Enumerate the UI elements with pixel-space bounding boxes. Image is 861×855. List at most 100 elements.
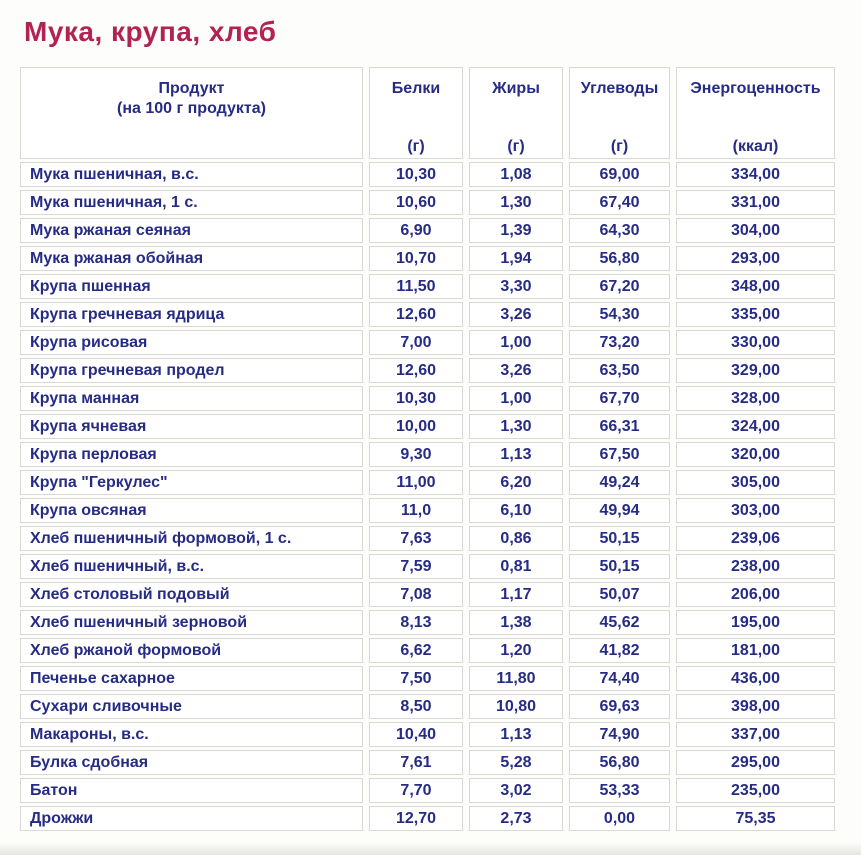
energy-value-cell: 235,00 [676, 778, 835, 803]
carbs-value-cell: 67,20 [569, 274, 670, 299]
protein-value-cell: 7,61 [369, 750, 463, 775]
energy-value-cell: 328,00 [676, 386, 835, 411]
protein-value-cell: 7,00 [369, 330, 463, 355]
table-row: Крупа ячневая 10,00 1,30 66,31 324,00 [20, 414, 835, 439]
table-row: Мука ржаная сеяная 6,90 1,39 64,30 304,0… [20, 218, 835, 243]
energy-value-cell: 330,00 [676, 330, 835, 355]
carbs-value-cell: 67,70 [569, 386, 670, 411]
fat-value-cell: 1,20 [469, 638, 563, 663]
table-row: Печенье сахарное 7,50 11,80 74,40 436,00 [20, 666, 835, 691]
column-header-fat-unit: (г) [507, 138, 525, 155]
energy-value-cell: 320,00 [676, 442, 835, 467]
carbs-value-cell: 67,50 [569, 442, 670, 467]
energy-value-cell: 238,00 [676, 554, 835, 579]
protein-value-cell: 10,60 [369, 190, 463, 215]
carbs-value-cell: 56,80 [569, 246, 670, 271]
carbs-value-cell: 74,90 [569, 722, 670, 747]
product-name-cell: Крупа овсяная [20, 498, 363, 523]
energy-value-cell: 75,35 [676, 806, 835, 831]
fat-value-cell: 6,10 [469, 498, 563, 523]
column-header-energy-label: Энергоценность [690, 80, 821, 97]
protein-value-cell: 12,60 [369, 358, 463, 383]
energy-value-cell: 181,00 [676, 638, 835, 663]
product-name-cell: Крупа гречневая продел [20, 358, 363, 383]
table-row: Крупа гречневая ядрица 12,60 3,26 54,30 … [20, 302, 835, 327]
fat-value-cell: 3,02 [469, 778, 563, 803]
scan-edge-shade [0, 842, 861, 855]
carbs-value-cell: 63,50 [569, 358, 670, 383]
table-row: Хлеб пшеничный формовой, 1 с. 7,63 0,86 … [20, 526, 835, 551]
fat-value-cell: 1,13 [469, 722, 563, 747]
carbs-value-cell: 69,00 [569, 162, 670, 187]
table-body: Мука пшеничная, в.с. 10,30 1,08 69,00 33… [20, 162, 835, 831]
fat-value-cell: 0,86 [469, 526, 563, 551]
carbs-value-cell: 67,40 [569, 190, 670, 215]
fat-value-cell: 5,28 [469, 750, 563, 775]
page-title: Мука, крупа, хлеб [24, 16, 277, 47]
product-name-cell: Хлеб пшеничный зерновой [20, 610, 363, 635]
product-name-cell: Мука пшеничная, в.с. [20, 162, 363, 187]
column-header-protein: Белки (г) [369, 67, 463, 159]
carbs-value-cell: 69,63 [569, 694, 670, 719]
column-header-product: Продукт (на 100 г продукта) [20, 67, 363, 159]
protein-value-cell: 7,63 [369, 526, 463, 551]
product-name-cell: Хлеб столовый подовый [20, 582, 363, 607]
protein-value-cell: 12,60 [369, 302, 463, 327]
protein-value-cell: 8,50 [369, 694, 463, 719]
carbs-value-cell: 49,94 [569, 498, 670, 523]
product-name-cell: Мука пшеничная, 1 с. [20, 190, 363, 215]
energy-value-cell: 239,06 [676, 526, 835, 551]
carbs-value-cell: 45,62 [569, 610, 670, 635]
nutrition-table: Продукт (на 100 г продукта) Белки (г) Жи… [14, 64, 841, 834]
product-name-cell: Батон [20, 778, 363, 803]
fat-value-cell: 1,30 [469, 190, 563, 215]
carbs-value-cell: 64,30 [569, 218, 670, 243]
fat-value-cell: 11,80 [469, 666, 563, 691]
carbs-value-cell: 50,07 [569, 582, 670, 607]
table-row: Крупа гречневая продел 12,60 3,26 63,50 … [20, 358, 835, 383]
energy-value-cell: 337,00 [676, 722, 835, 747]
table-row: Сухари сливочные 8,50 10,80 69,63 398,00 [20, 694, 835, 719]
column-header-product-line1: Продукт [158, 80, 225, 97]
product-name-cell: Крупа "Геркулес" [20, 470, 363, 495]
product-name-cell: Хлеб пшеничный формовой, 1 с. [20, 526, 363, 551]
energy-value-cell: 335,00 [676, 302, 835, 327]
protein-value-cell: 10,30 [369, 162, 463, 187]
protein-value-cell: 10,70 [369, 246, 463, 271]
table-row: Крупа овсяная 11,0 6,10 49,94 303,00 [20, 498, 835, 523]
product-name-cell: Печенье сахарное [20, 666, 363, 691]
column-header-carbs-unit: (г) [610, 138, 629, 155]
energy-value-cell: 295,00 [676, 750, 835, 775]
carbs-value-cell: 41,82 [569, 638, 670, 663]
product-name-cell: Макароны, в.с. [20, 722, 363, 747]
product-name-cell: Крупа пшенная [20, 274, 363, 299]
fat-value-cell: 3,26 [469, 358, 563, 383]
fat-value-cell: 6,20 [469, 470, 563, 495]
table-row: Батон 7,70 3,02 53,33 235,00 [20, 778, 835, 803]
fat-value-cell: 3,26 [469, 302, 563, 327]
carbs-value-cell: 50,15 [569, 526, 670, 551]
protein-value-cell: 10,00 [369, 414, 463, 439]
energy-value-cell: 293,00 [676, 246, 835, 271]
fat-value-cell: 1,13 [469, 442, 563, 467]
protein-value-cell: 11,0 [369, 498, 463, 523]
carbs-value-cell: 54,30 [569, 302, 670, 327]
energy-value-cell: 398,00 [676, 694, 835, 719]
energy-value-cell: 304,00 [676, 218, 835, 243]
fat-value-cell: 1,08 [469, 162, 563, 187]
table-row: Крупа манная 10,30 1,00 67,70 328,00 [20, 386, 835, 411]
protein-value-cell: 10,30 [369, 386, 463, 411]
carbs-value-cell: 53,33 [569, 778, 670, 803]
protein-value-cell: 7,08 [369, 582, 463, 607]
energy-value-cell: 348,00 [676, 274, 835, 299]
column-header-protein-unit: (г) [407, 138, 425, 155]
column-header-energy: Энергоценность (ккал) [676, 67, 835, 159]
protein-value-cell: 7,70 [369, 778, 463, 803]
column-header-fat: Жиры (г) [469, 67, 563, 159]
table-row: Крупа рисовая 7,00 1,00 73,20 330,00 [20, 330, 835, 355]
energy-value-cell: 206,00 [676, 582, 835, 607]
protein-value-cell: 9,30 [369, 442, 463, 467]
fat-value-cell: 1,30 [469, 414, 563, 439]
carbs-value-cell: 50,15 [569, 554, 670, 579]
energy-value-cell: 305,00 [676, 470, 835, 495]
